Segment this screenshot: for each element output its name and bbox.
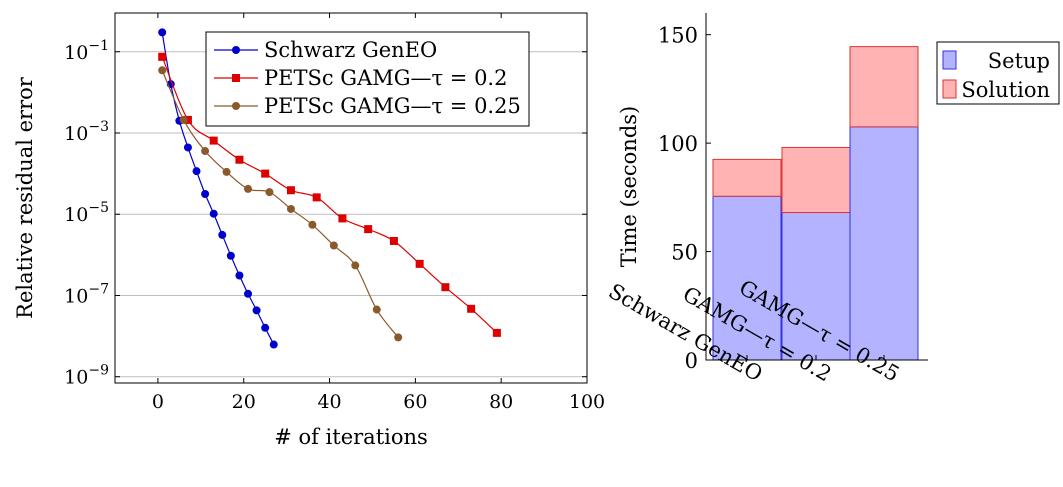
series-0-point <box>183 143 192 152</box>
series-2-point <box>394 333 403 342</box>
series-2-point <box>372 305 381 314</box>
time-chart-y-tick-label: 0 <box>685 349 698 373</box>
legend-swatch-marker <box>232 74 240 82</box>
series-2-point <box>308 220 317 229</box>
residual-chart-ticks: 10−110−310−510−710−90 20 40 60 80 100 <box>64 13 605 413</box>
legend-entry-label: PETSc GAMG—τ = 0.25 <box>264 94 521 118</box>
series-1-point <box>415 259 424 268</box>
legend-swatch-setup <box>942 50 957 70</box>
series-2-point <box>201 147 210 156</box>
time-legend-box <box>936 41 1060 105</box>
series-0-point <box>158 28 167 37</box>
legend-entry-label: Setup <box>988 49 1050 73</box>
legend-entry-label: PETSc GAMG—τ = 0.2 <box>264 66 507 90</box>
residual-chart-y-tick-label: 10−9 <box>64 363 109 389</box>
residual-chart-legend: Schwarz GenEO PETSc GAMG—τ = 0.2 PETSc GAM… <box>205 31 530 127</box>
residual-chart-y-tick-label: 10−3 <box>64 119 109 145</box>
residual-chart-y-tick-label: 10−1 <box>64 38 109 64</box>
residual-chart-x-tick-label: 0 <box>152 391 164 413</box>
residual-chart-x-tick-label: 60 <box>403 391 427 413</box>
series-0-point <box>218 230 227 239</box>
series-1-point <box>364 225 373 234</box>
series-0-point <box>269 340 278 349</box>
bar-solution-1 <box>781 146 851 214</box>
legend-swatch-marker <box>232 102 240 110</box>
legend-swatch-marker <box>232 46 240 54</box>
series-1-point <box>441 283 450 292</box>
series-0-point <box>192 167 201 176</box>
series-1-point <box>183 115 192 124</box>
series-0-point <box>244 289 253 298</box>
bar-solution-0 <box>712 158 782 197</box>
residual-chart-y-tick-base: 10 <box>64 204 88 226</box>
series-1-point <box>235 155 244 164</box>
bar-setup-1 <box>781 212 851 361</box>
residual-chart-y-tick-base: 10 <box>64 42 88 64</box>
residual-chart-y-tick-label: 10−5 <box>64 200 109 226</box>
series-0-point <box>226 251 235 260</box>
time-chart-legend: Setup Solution <box>936 41 1060 105</box>
residual-chart-y-tick-exponent: −7 <box>88 281 109 297</box>
series-2-point <box>265 188 274 197</box>
residual-chart-y-tick-base: 10 <box>64 285 88 307</box>
series-0-point <box>209 209 218 218</box>
series-1-point <box>158 52 167 61</box>
series-2-point <box>179 115 188 124</box>
residual-chart-y-tick-exponent: −1 <box>88 38 109 54</box>
time-chart-y-tick-label: 100 <box>658 132 698 156</box>
legend-swatch-solution <box>942 79 957 99</box>
time-chart-y-tick-label: 150 <box>658 24 698 48</box>
residual-chart-y-tick-label: 10−7 <box>64 281 109 307</box>
series-1-point <box>286 186 295 195</box>
series-1-point <box>492 328 501 337</box>
residual-chart-y-tick-base: 10 <box>64 123 88 145</box>
series-1-point <box>209 136 218 145</box>
residual-chart-x-tick-label: 100 <box>569 391 605 413</box>
time-chart-y-axis-label: Time (seconds) <box>617 106 641 267</box>
series-1-point <box>389 236 398 245</box>
series-0-point <box>261 323 270 332</box>
bar-setup-2 <box>849 126 919 361</box>
residual-chart-y-tick-exponent: −5 <box>88 200 109 216</box>
residual-chart-x-axis-label: # of iterations <box>274 425 428 449</box>
legend-entry-label: Schwarz GenEO <box>264 38 437 62</box>
residual-legend-box <box>205 31 530 127</box>
bar-solution-2 <box>849 46 919 128</box>
residual-chart-x-tick-label: 40 <box>317 391 341 413</box>
legend-entry-label: Solution <box>961 78 1050 102</box>
residual-chart-frame <box>114 12 588 384</box>
time-chart-bars <box>712 46 919 361</box>
residual-chart-y-tick-base: 10 <box>64 367 88 389</box>
time-chart-y-tick-label: 50 <box>671 241 698 265</box>
series-1-point <box>467 304 476 313</box>
series-2-point <box>158 66 167 75</box>
series-0-point <box>235 271 244 280</box>
residual-chart-y-tick-exponent: −3 <box>88 119 109 135</box>
residual-chart-series <box>158 28 501 349</box>
series-1-point <box>312 193 321 202</box>
residual-chart-y-tick-exponent: −9 <box>88 363 109 379</box>
series-0-point <box>252 306 261 315</box>
series-2-point <box>244 184 253 193</box>
bar-setup-0 <box>712 195 782 361</box>
series-2-point <box>351 261 360 270</box>
residual-chart-x-tick-label: 80 <box>489 391 513 413</box>
series-1-point <box>261 169 270 178</box>
series-2-point <box>222 167 231 176</box>
series-0-point <box>201 189 210 198</box>
series-1-point <box>338 214 347 223</box>
residual-chart-x-tick-label: 20 <box>232 391 256 413</box>
residual-line-chart: 10−110−310−510−710−90 20 40 60 80 100 # of it… <box>13 12 605 449</box>
series-2-point <box>286 204 295 213</box>
residual-chart-y-axis-label: Relative residual error <box>13 76 37 319</box>
series-2-point <box>329 241 338 250</box>
